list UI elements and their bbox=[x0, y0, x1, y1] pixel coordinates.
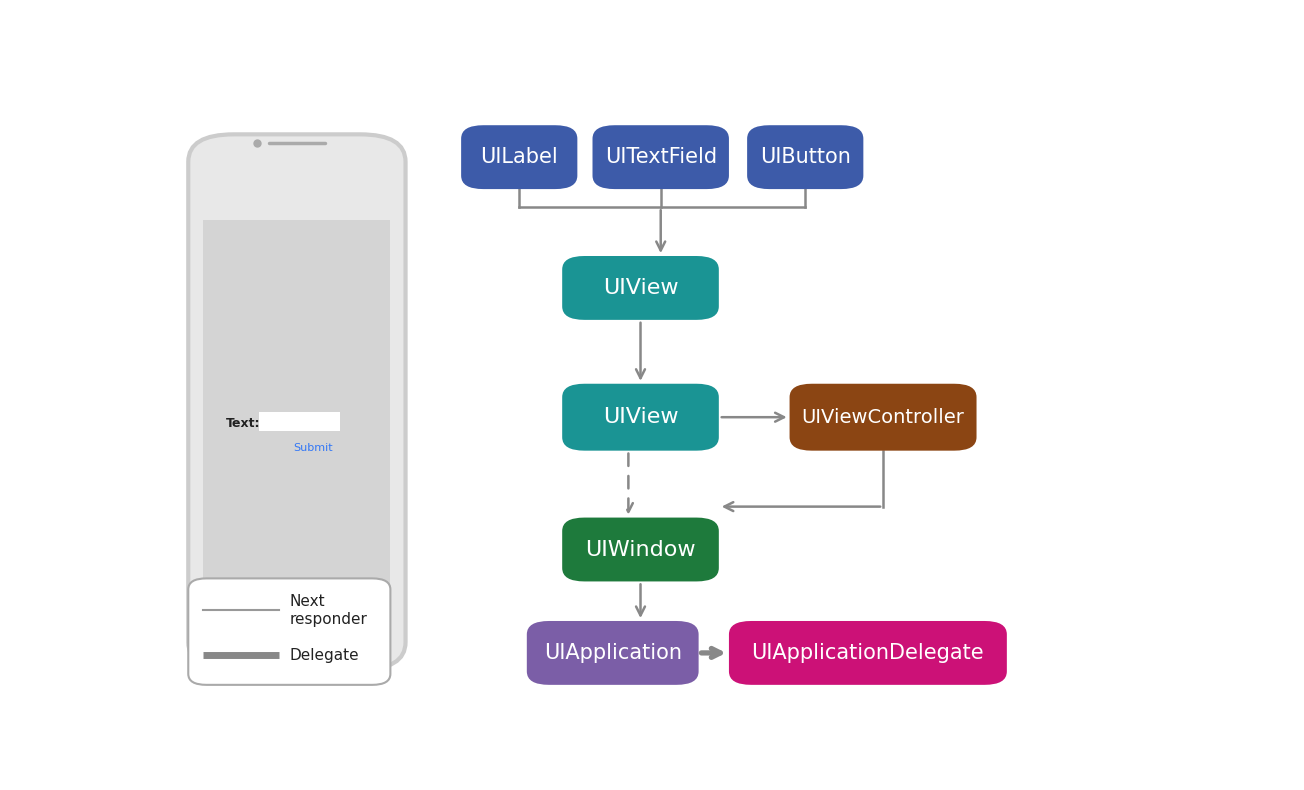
FancyBboxPatch shape bbox=[592, 125, 729, 189]
Text: UITextField: UITextField bbox=[605, 147, 717, 167]
Text: Submit: Submit bbox=[293, 442, 333, 453]
FancyBboxPatch shape bbox=[562, 517, 719, 581]
Text: UIApplicationDelegate: UIApplicationDelegate bbox=[751, 643, 985, 663]
FancyBboxPatch shape bbox=[562, 384, 719, 450]
FancyBboxPatch shape bbox=[729, 621, 1007, 685]
Text: UIWindow: UIWindow bbox=[585, 540, 696, 559]
FancyBboxPatch shape bbox=[747, 125, 863, 189]
FancyBboxPatch shape bbox=[527, 621, 699, 685]
Text: UIView: UIView bbox=[602, 407, 678, 427]
FancyBboxPatch shape bbox=[203, 220, 390, 603]
FancyBboxPatch shape bbox=[259, 412, 340, 431]
FancyBboxPatch shape bbox=[188, 578, 390, 685]
Text: Next
responder: Next responder bbox=[289, 594, 368, 626]
Text: UILabel: UILabel bbox=[480, 147, 558, 167]
FancyBboxPatch shape bbox=[188, 134, 406, 670]
Text: UIApplication: UIApplication bbox=[544, 643, 682, 663]
Text: Text:: Text: bbox=[226, 417, 261, 430]
Text: UIButton: UIButton bbox=[760, 147, 850, 167]
Text: Delegate: Delegate bbox=[289, 648, 359, 663]
Text: UIViewController: UIViewController bbox=[802, 408, 965, 427]
Text: UIView: UIView bbox=[602, 278, 678, 298]
FancyBboxPatch shape bbox=[462, 125, 578, 189]
FancyBboxPatch shape bbox=[562, 256, 719, 320]
FancyBboxPatch shape bbox=[790, 384, 977, 450]
